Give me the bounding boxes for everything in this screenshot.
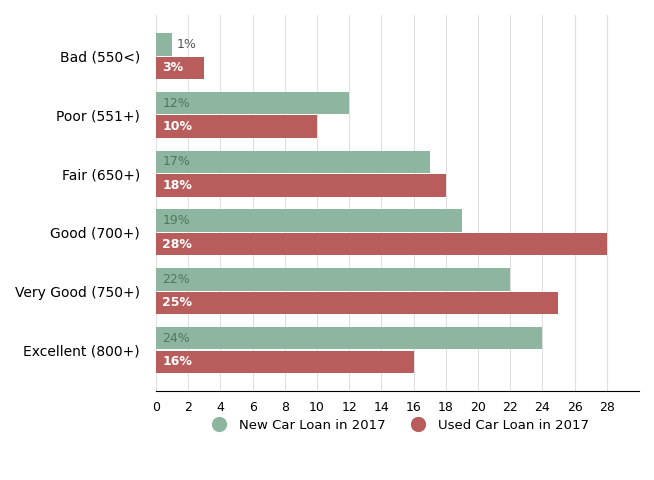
Bar — [156, 268, 510, 290]
Bar — [156, 57, 204, 79]
Bar — [156, 327, 542, 349]
Text: 19%: 19% — [162, 214, 190, 227]
Text: 16%: 16% — [162, 355, 192, 368]
Text: 17%: 17% — [162, 156, 190, 168]
Text: 18%: 18% — [162, 179, 192, 192]
Text: 25%: 25% — [162, 297, 192, 310]
Bar — [156, 209, 462, 232]
Bar — [156, 350, 413, 373]
Legend: New Car Loan in 2017, Used Car Loan in 2017: New Car Loan in 2017, Used Car Loan in 2… — [201, 414, 594, 437]
Text: 3%: 3% — [162, 61, 184, 74]
Bar — [156, 116, 317, 138]
Bar — [156, 174, 446, 197]
Text: 12%: 12% — [162, 96, 190, 109]
Text: 28%: 28% — [162, 238, 192, 251]
Text: 1%: 1% — [177, 38, 197, 51]
Bar — [156, 292, 559, 314]
Bar — [156, 151, 430, 173]
Text: 22%: 22% — [162, 273, 190, 286]
Bar — [156, 92, 349, 114]
Text: 10%: 10% — [162, 120, 192, 133]
Bar — [156, 233, 607, 255]
Text: 24%: 24% — [162, 332, 190, 345]
Bar — [156, 33, 172, 56]
